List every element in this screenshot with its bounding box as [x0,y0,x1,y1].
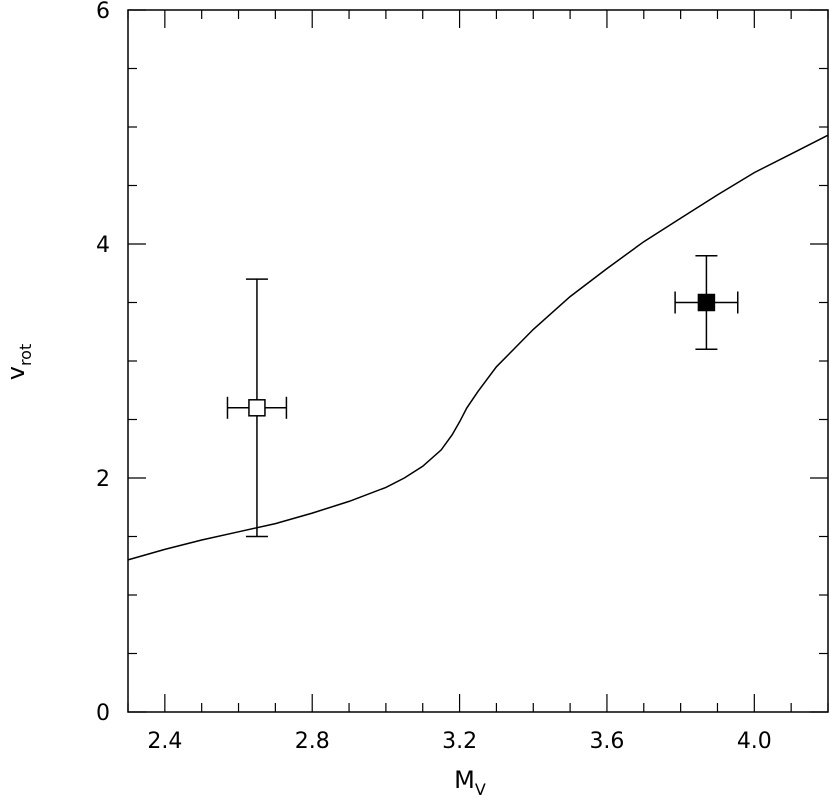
y-tick-label: 0 [96,701,110,726]
x-tick-label: 2.8 [295,729,330,754]
series-layer [127,134,829,561]
y-axis-label-sub: rot [16,344,35,366]
tick-labels: 2.4 2.8 3.2 3.6 4.0 0 2 4 6 [96,0,772,754]
x-axis-label-main: M [454,766,475,794]
x-tick-label: 3.6 [589,729,624,754]
plot-frame [127,9,829,713]
x-axis-label-sub: V [475,780,486,799]
x-tick-label: 2.4 [147,729,182,754]
y-axis-label: vrot [2,344,35,381]
data-point-filled-square [697,293,716,312]
y-tick-label: 6 [96,0,110,24]
model-curve [127,134,829,561]
y-axis-label-main: v [2,366,30,380]
x-tick-label: 3.2 [442,729,477,754]
y-tick-label: 2 [96,467,110,492]
x-tick-label: 4.0 [737,729,772,754]
y-tick-label: 4 [96,233,110,258]
data-point-open-square [248,399,266,417]
x-axis-label: MV [454,766,486,799]
axis-ticks [127,9,829,713]
